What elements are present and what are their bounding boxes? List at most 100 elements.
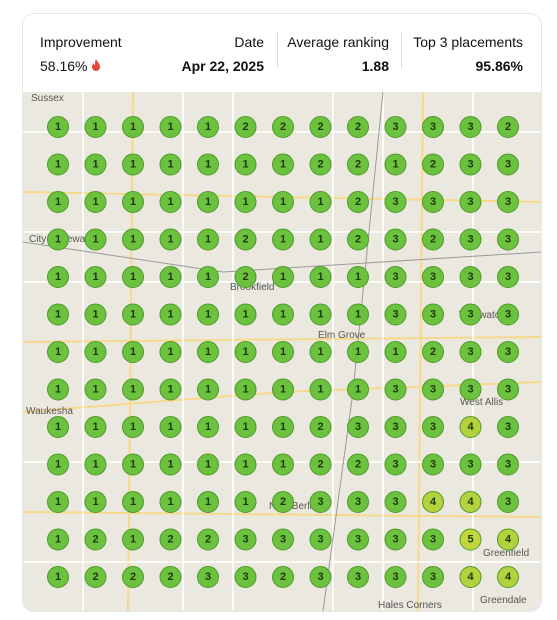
rank-marker [309, 416, 332, 438]
rank-marker [197, 116, 219, 138]
rank-value: 3 [242, 571, 248, 583]
rank-marker [459, 378, 482, 401]
rank-value: 3 [392, 121, 398, 133]
rank-value: 1 [242, 496, 248, 508]
rank-marker [459, 566, 482, 588]
rank-value: 3 [317, 534, 323, 546]
rank-marker [459, 153, 482, 176]
rank-marker [422, 453, 444, 476]
rank-marker [497, 266, 519, 288]
rank-marker [497, 228, 519, 251]
rank-value: 1 [92, 121, 98, 133]
rank-marker [84, 191, 107, 213]
rank-marker [197, 153, 219, 176]
map-label: Hales Corners [378, 600, 442, 611]
rank-value: 1 [205, 309, 211, 321]
rank-value: 1 [205, 159, 211, 171]
rank-marker [347, 416, 369, 438]
rank-value: 3 [467, 309, 473, 321]
rank-value: 3 [505, 421, 511, 433]
rank-marker [159, 153, 182, 176]
rank-marker [384, 303, 407, 326]
rank-marker [122, 378, 144, 401]
rank-value: 3 [392, 271, 398, 283]
rank-marker [272, 191, 294, 213]
rank-marker [384, 378, 407, 401]
rank-value: 1 [55, 534, 61, 546]
rank-marker [272, 153, 294, 176]
rank-marker [47, 153, 69, 176]
rank-value: 3 [317, 571, 323, 583]
rank-marker [122, 566, 144, 588]
rank-value: 3 [392, 496, 398, 508]
rank-marker [384, 228, 407, 251]
rank-marker [384, 416, 407, 438]
rank-marker [197, 378, 219, 401]
rank-value: 1 [355, 384, 361, 396]
rank-value: 3 [392, 234, 398, 246]
rank-value: 1 [55, 346, 61, 358]
rank-value: 3 [242, 534, 248, 546]
rank-value: 1 [130, 384, 136, 396]
rank-value: 1 [280, 309, 286, 321]
rank-value: 1 [242, 159, 248, 171]
rank-value: 1 [92, 421, 98, 433]
rank-value: 1 [130, 534, 136, 546]
rank-marker [497, 191, 519, 213]
rank-value: 3 [392, 309, 398, 321]
rank-value: 1 [167, 271, 173, 283]
rank-marker [47, 116, 69, 138]
rank-marker [122, 528, 144, 551]
rank-marker [159, 528, 182, 551]
rank-value: 3 [430, 384, 436, 396]
rank-value: 1 [130, 159, 136, 171]
rank-marker [234, 528, 257, 551]
rank-value: 1 [205, 234, 211, 246]
rank-marker [234, 153, 257, 176]
rank-marker [497, 153, 519, 176]
rank-value: 1 [205, 421, 211, 433]
rank-marker [159, 191, 182, 213]
rank-marker [47, 266, 69, 288]
rank-marker [309, 453, 332, 476]
rank-value: 3 [505, 159, 511, 171]
rank-marker [234, 266, 257, 288]
rank-marker [234, 453, 257, 476]
rank-marker [422, 378, 444, 401]
rank-value: 3 [505, 346, 511, 358]
rank-value: 1 [242, 309, 248, 321]
rank-marker [459, 453, 482, 476]
rank-value: 3 [280, 534, 286, 546]
rank-value: 1 [355, 271, 361, 283]
rank-value: 1 [167, 121, 173, 133]
rank-value: 2 [505, 121, 511, 133]
map-label: West Allis [460, 397, 503, 408]
rank-marker [234, 566, 257, 588]
rank-value: 3 [505, 309, 511, 321]
rank-marker [122, 228, 144, 251]
rank-value: 3 [467, 159, 473, 171]
improvement-stat: Improvement 58.16% [40, 34, 122, 74]
rank-marker [309, 566, 332, 588]
rank-value: 1 [280, 159, 286, 171]
rank-marker [234, 416, 257, 438]
rank-marker [309, 303, 332, 326]
rank-marker [384, 153, 407, 176]
rank-marker [272, 266, 294, 288]
rank-value: 2 [130, 571, 136, 583]
rank-value: 1 [130, 234, 136, 246]
rank-value: 4 [505, 534, 512, 546]
rank-marker [159, 266, 182, 288]
rank-marker [272, 416, 294, 438]
rank-marker [122, 341, 144, 363]
rank-value: 3 [505, 196, 511, 208]
rank-marker [159, 378, 182, 401]
rank-value: 1 [205, 271, 211, 283]
map-label: Wauwatosa [459, 310, 511, 321]
rank-value: 2 [355, 159, 361, 171]
rank-marker [122, 491, 144, 513]
rank-value: 1 [167, 196, 173, 208]
map-label: Waukesha [26, 406, 73, 417]
rank-value: 1 [205, 496, 211, 508]
rank-value: 4 [467, 571, 474, 583]
